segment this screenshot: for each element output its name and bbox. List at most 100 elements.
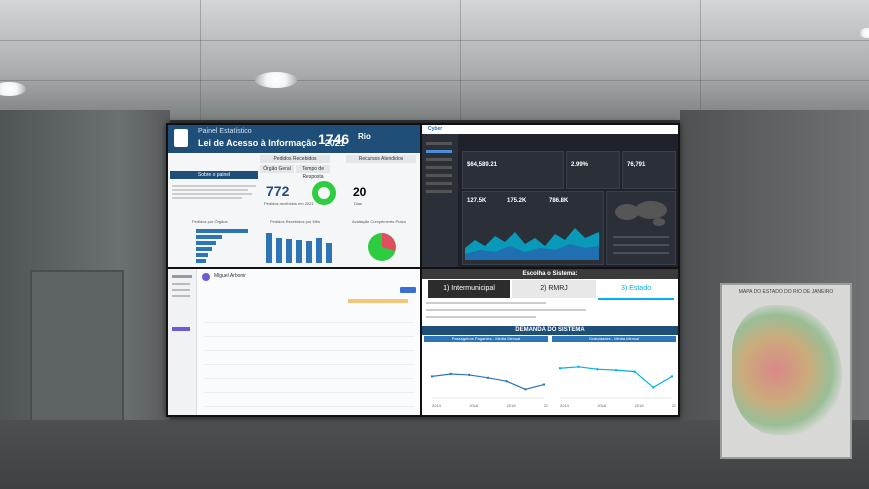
btn-intermunicipal[interactable]: 1) Intermunicipal [428, 280, 510, 298]
month-bar [296, 240, 302, 263]
rio-logo: Rio [358, 132, 371, 141]
data-point [614, 368, 618, 372]
section-orgaos: Pedidos por Órgãos [192, 219, 228, 224]
data-point [542, 383, 546, 386]
month-bar [306, 241, 312, 263]
kpi5: 175.2K [507, 198, 527, 204]
data-point [430, 375, 434, 378]
ceiling-seam [200, 0, 201, 120]
orgao-bar [196, 241, 216, 245]
rate-card: 2.99% [566, 151, 620, 189]
x-tick-label: 2018 [507, 403, 517, 408]
kpi-secondary-caption: Dias [354, 201, 363, 206]
rate-value: 2.99% [571, 162, 589, 168]
section-avaliacao: Avaliação Cumprimento Prazo [352, 219, 406, 224]
data-point [633, 370, 636, 373]
system-header: Escolha o Sistema: [422, 269, 678, 279]
series-line [431, 373, 545, 390]
task-sidebar [168, 269, 197, 415]
list-item[interactable] [204, 381, 414, 393]
revenue-value: $64,589.21 [467, 162, 498, 168]
cyber-dashboard-panel: Cyber $64,589.21 2.99% 76,791 127.5 [422, 125, 678, 267]
sub-right: Gratuidades - Média Mensal [552, 336, 676, 342]
tab-recursos[interactable]: Recursos Atendidos [346, 155, 416, 163]
avatar [202, 273, 210, 281]
about-panel-button[interactable]: Sobre o painel [170, 171, 258, 179]
data-point [577, 365, 580, 368]
list-item[interactable] [204, 325, 414, 337]
kpi-secondary: 20 [353, 185, 367, 199]
x-tick-label: 2016 [469, 403, 479, 408]
list-item[interactable] [204, 367, 414, 379]
area-chart [465, 228, 599, 260]
x-tick-label: 2014 [560, 403, 570, 408]
subtab-orgao[interactable]: Órgão Geral [260, 165, 294, 173]
ceiling [0, 0, 869, 120]
new-button[interactable] [400, 287, 416, 293]
info-icon [174, 129, 188, 147]
progress-bar [348, 299, 408, 303]
poster-title: MAPA DO ESTADO DO RIO DE JANEIRO [738, 289, 834, 295]
note-line [426, 316, 536, 318]
data-point [505, 380, 508, 383]
demanda-panel: Escolha o Sistema: 1) Intermunicipal 2) … [422, 269, 678, 415]
top-bar: Cyber [422, 125, 678, 134]
count-card: 76,791 [622, 151, 676, 189]
data-point [449, 372, 452, 376]
list-item[interactable] [204, 311, 414, 323]
traffic-card: 127.5K 175.2K 786.8K [462, 191, 604, 265]
list-item[interactable] [204, 395, 414, 407]
count-value: 76,791 [627, 162, 646, 168]
about-text-placeholder [172, 183, 256, 201]
list-item[interactable] [204, 353, 414, 365]
pie-chart [368, 233, 396, 261]
orgao-bar [196, 259, 206, 263]
header-subtitle: Painel Estatístico [198, 128, 252, 135]
note-line [426, 302, 546, 304]
month-bar [266, 233, 272, 263]
month-bar [326, 243, 332, 263]
demand-header: DEMANDA DO SISTEMA [422, 326, 678, 335]
header-title: Lei de Acesso à Informação - 2021 [198, 138, 345, 148]
list-item[interactable] [204, 339, 414, 351]
data-point [670, 375, 674, 378]
world-map [615, 201, 667, 226]
sub-left: Passageiros Pagantes - Média Mensal [424, 336, 548, 342]
tab-pedidos[interactable]: Pedidos Recebidos [260, 155, 330, 163]
month-bar [286, 239, 292, 263]
ceiling-seam [700, 0, 701, 120]
subtab-tempo[interactable]: Tempo de Resposta [296, 165, 330, 180]
x-tick-label: 2016 [597, 403, 607, 408]
ceiling-seam [0, 80, 869, 81]
kpi-main: 772 [266, 183, 290, 199]
x-tick-label: 2014 [432, 403, 442, 408]
btn-estado[interactable]: 3) Estado [598, 280, 674, 300]
ceiling-seam [460, 0, 461, 120]
brand: Cyber [428, 126, 443, 132]
data-point [468, 373, 471, 377]
state-map-poster: MAPA DO ESTADO DO RIO DE JANEIRO [720, 283, 852, 459]
map-graphic [732, 305, 842, 435]
ceiling-lamp [0, 82, 26, 96]
month-bar [316, 238, 322, 263]
orgao-bar [196, 253, 208, 257]
lai-dashboard-panel: Painel Estatístico Lei de Acesso à Infor… [168, 125, 420, 267]
btn-rmrj[interactable]: 2) RMRJ [512, 280, 596, 298]
map-card [606, 191, 676, 265]
orgao-bar [196, 235, 222, 239]
headline-number: 1746 [318, 131, 350, 147]
data-point [558, 367, 562, 370]
x-tick-label: 2018 [635, 403, 645, 408]
kpi-main-caption: Pedidos recebidos em 2021 [264, 201, 314, 206]
section-monthly: Pedidos Recebidos por Mês [270, 219, 321, 224]
kpi4: 127.5K [467, 198, 487, 204]
data-point [524, 388, 527, 391]
lai-header: Painel Estatístico Lei de Acesso à Infor… [168, 125, 420, 153]
data-point [596, 368, 599, 371]
orgao-bar [196, 247, 212, 251]
orgao-bar [196, 229, 248, 233]
